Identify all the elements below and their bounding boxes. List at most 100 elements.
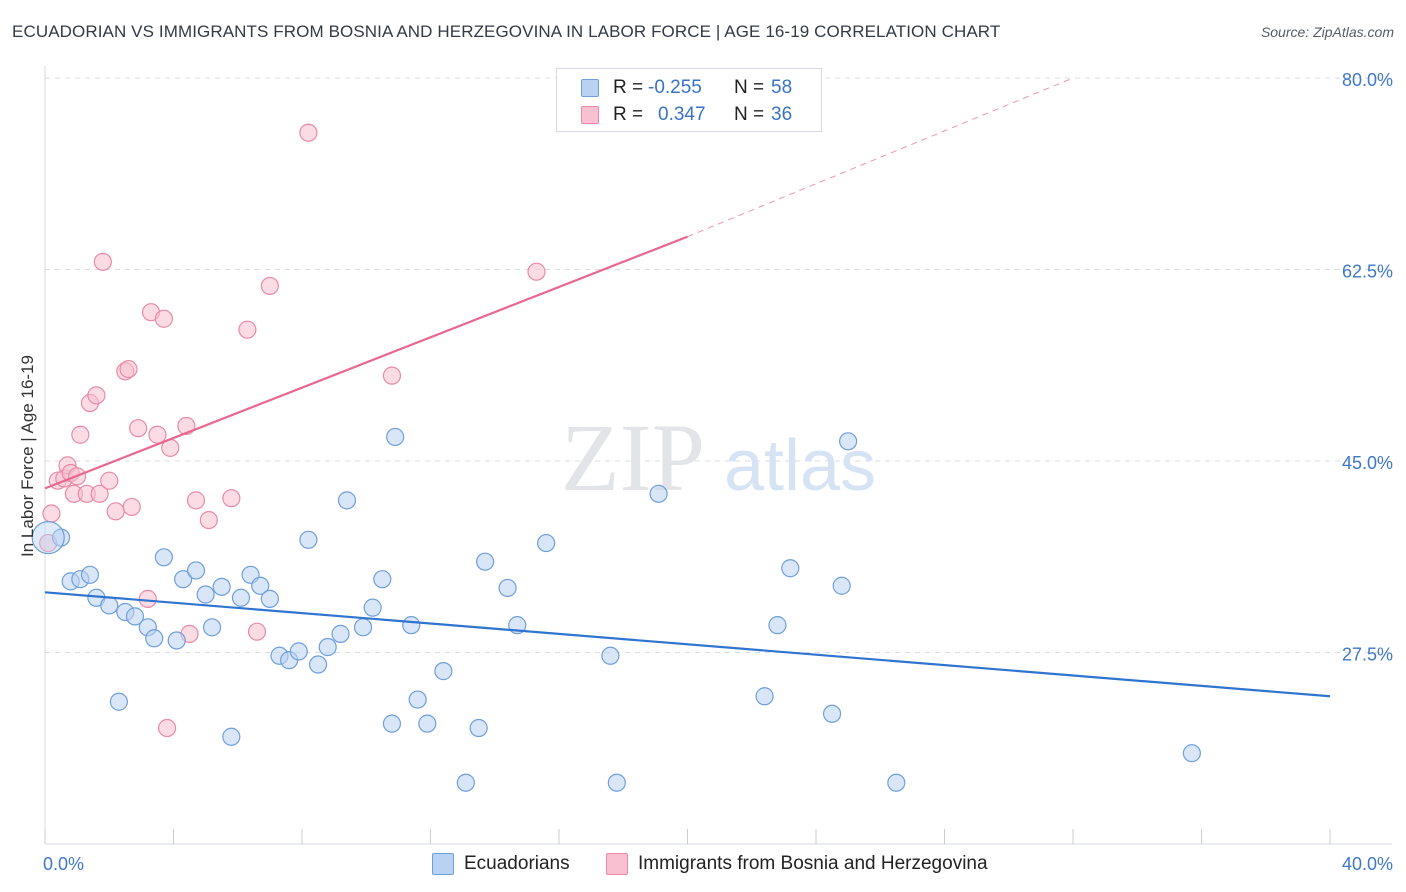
bosnia-point: [238, 320, 257, 339]
ecuadorian-point: [839, 432, 858, 451]
bosnia-point: [90, 484, 109, 503]
ecuadorian-point: [186, 561, 206, 580]
bosnia-point: [222, 489, 241, 508]
ecuadorian-point: [145, 629, 164, 648]
bottom-legend-swatch-blue: [432, 853, 454, 875]
bottom-legend-label: Immigrants from Bosnia and Herzegovina: [638, 853, 988, 874]
ecuadorian-point: [308, 655, 328, 674]
bosnia-point: [71, 425, 90, 444]
ecuadorian-point: [260, 589, 279, 608]
bosnia-point: [119, 359, 138, 379]
ecuadorian-point: [402, 616, 421, 635]
ecuadorian-point: [212, 577, 231, 596]
x-tick-label: 40.0%: [1342, 854, 1393, 874]
ecuadorian-point: [498, 578, 517, 598]
ecuadorian-point: [174, 570, 193, 589]
ecuadorian-point: [222, 727, 241, 746]
ecuadorian-point: [434, 662, 453, 681]
legend-n-label: N =: [734, 104, 765, 125]
ecuadorian-point: [418, 714, 437, 733]
ecuadorian-point: [231, 588, 251, 607]
bosnia-point: [527, 262, 546, 281]
ecuadorian-point: [373, 570, 392, 589]
y-tick-label: 27.5%: [1342, 645, 1393, 665]
ecuadorian-point: [299, 530, 318, 549]
y-tick-label: 45.0%: [1342, 453, 1393, 473]
ecuadorian-point: [601, 646, 620, 665]
bosnia-point: [129, 419, 148, 438]
ecuadorian-point: [331, 624, 350, 643]
axes: [44, 66, 1392, 845]
bottom-legend-swatch-pink: [606, 853, 628, 875]
ecuadorian-point: [887, 773, 906, 792]
ecuadorian-point: [202, 618, 222, 637]
ecuadorian-point: [408, 690, 427, 709]
ecuadorian-point: [469, 718, 488, 738]
ecuadorian-point: [476, 552, 495, 571]
legend-r-value: -0.255: [648, 77, 702, 98]
bottom-legend-label: Ecuadorians: [464, 853, 570, 874]
bosnia-point: [148, 425, 167, 444]
ecuadorian-point: [1182, 744, 1201, 763]
ecuadorian-point: [251, 576, 270, 595]
ecuadorian-point: [125, 607, 145, 626]
bosnia-point: [382, 366, 402, 385]
ecuadorian-point: [196, 585, 215, 604]
ecuadorian-point: [31, 520, 65, 555]
ecuadorian-point: [167, 631, 186, 650]
ecuadorian-point: [337, 491, 357, 510]
bosnia-point: [260, 276, 279, 296]
y-axis-label: In Labor Force | Age 16-19: [18, 355, 37, 557]
bosnia-point: [247, 622, 267, 641]
y-tick-label: 62.5%: [1342, 262, 1393, 282]
ecuadorian-point: [607, 773, 626, 792]
ecuadorian-point: [318, 637, 337, 657]
bosnia-point: [299, 123, 318, 142]
bosnia-point: [100, 471, 119, 490]
ecuadorian-point: [537, 533, 556, 553]
ecuadorian-point: [51, 528, 71, 547]
ecuadorian-point: [289, 642, 308, 661]
correlation-legend: R = -0.255 N = 58 R = 0.347 N = 36: [556, 68, 822, 132]
bosnia-point: [106, 502, 125, 521]
bosnia-point: [87, 386, 106, 405]
ecuadorian-point: [80, 565, 100, 584]
y-tick-label: 80.0%: [1342, 70, 1393, 90]
ecuadorian-point: [768, 616, 787, 635]
watermark-zip: ZIP: [561, 404, 705, 511]
ecuadorian-trend-line: [44, 591, 1331, 698]
chart-title: ECUADORIAN VS IMMIGRANTS FROM BOSNIA AND…: [12, 22, 1001, 41]
watermark: ZIP atlas: [561, 404, 876, 511]
ecuadorian-point: [382, 714, 402, 733]
ecuadorian-point: [822, 704, 842, 723]
legend-n-label: N =: [734, 77, 765, 98]
bosnia-trend-extension: [687, 77, 1074, 238]
trend-lines: [44, 77, 1331, 698]
bosnia-point: [154, 309, 173, 328]
legend-r-value: 0.347: [658, 104, 706, 125]
ecuadorian-point: [755, 687, 774, 706]
gridlines: [45, 77, 1392, 653]
ecuadorian-point: [386, 427, 405, 447]
ecuadorian-point: [154, 548, 173, 567]
ecuadorian-point: [832, 576, 851, 595]
tick-labels: 27.5% 45.0% 62.5% 80.0% 0.0% 40.0%: [43, 70, 1393, 874]
legend-n-value: 58: [771, 77, 793, 98]
source-credit: Source: ZipAtlas.com: [1260, 24, 1394, 40]
bosnia-point: [157, 718, 177, 738]
legend-r-label: R =: [613, 77, 644, 98]
bosnia-point: [138, 589, 157, 608]
ecuadorian-point: [363, 598, 382, 617]
x-tick-label: 0.0%: [43, 854, 84, 874]
ecuadorian-point: [100, 596, 119, 615]
legend-r-label: R =: [613, 104, 644, 125]
ecuadorian-point: [649, 484, 668, 503]
bosnia-trend-line: [44, 235, 688, 490]
ecuadorian-point: [781, 559, 800, 578]
series-ecuadorian-points: [31, 427, 1201, 792]
bosnia-point: [186, 491, 206, 510]
ecuadorian-point: [109, 692, 128, 711]
legend-n-value: 36: [771, 104, 793, 125]
bosnia-point: [122, 497, 141, 517]
